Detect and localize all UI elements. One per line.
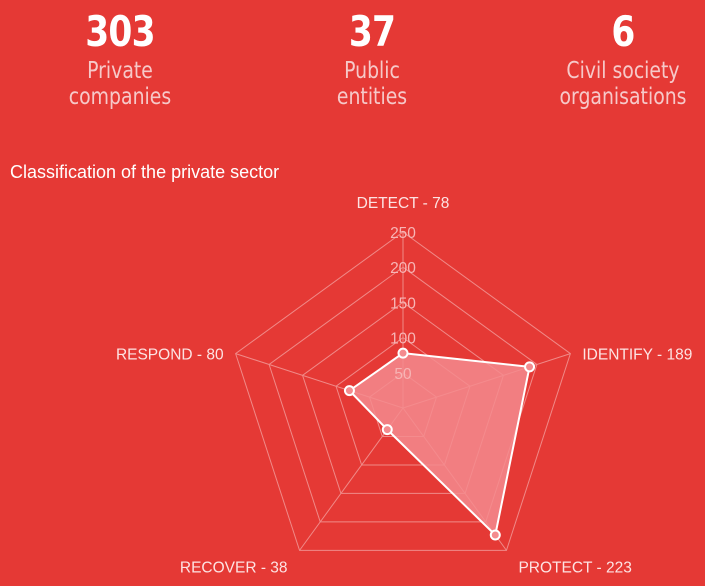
axis-label-detect: DETECT - 78 xyxy=(357,195,450,212)
data-point-identify xyxy=(524,361,536,373)
stat-label-line1: Private xyxy=(87,58,153,84)
stat-civil-society: 6 Civil society organisations xyxy=(503,6,705,110)
axis-label-recover: RECOVER - 38 xyxy=(180,559,288,576)
data-area xyxy=(347,352,531,538)
stat-label-line2: organisations xyxy=(559,84,687,110)
data-point-protect xyxy=(489,529,501,541)
tick-label-100: 100 xyxy=(390,331,416,348)
stat-label-line1: Civil society xyxy=(566,58,680,84)
stat-public-entities: 37 Public entities xyxy=(252,6,492,110)
data-point-detect xyxy=(397,347,409,359)
stat-value: 6 xyxy=(611,7,635,56)
tick-label-150: 150 xyxy=(390,295,416,312)
stat-private-companies: 303 Private companies xyxy=(0,6,240,110)
axis-label-respond: RESPOND - 80 xyxy=(116,347,224,364)
grid-ring-250 xyxy=(235,231,571,551)
stat-value: 37 xyxy=(348,7,396,56)
axis-label-protect: PROTECT - 223 xyxy=(518,559,631,576)
stat-label-line1: Public xyxy=(344,58,400,84)
tick-label-50: 50 xyxy=(394,366,412,383)
data-point-respond xyxy=(343,385,355,397)
axis-label-identify: IDENTIFY - 189 xyxy=(582,347,692,364)
stat-value: 303 xyxy=(85,7,155,56)
data-point-recover xyxy=(381,424,393,436)
stat-label-line2: entities xyxy=(336,84,408,110)
grid-ring-200 xyxy=(268,266,538,523)
section-title: Classification of the private sector xyxy=(10,162,280,182)
tick-label-200: 200 xyxy=(390,260,416,277)
tick-label-250: 250 xyxy=(390,225,416,242)
stat-label-line2: companies xyxy=(68,84,172,110)
